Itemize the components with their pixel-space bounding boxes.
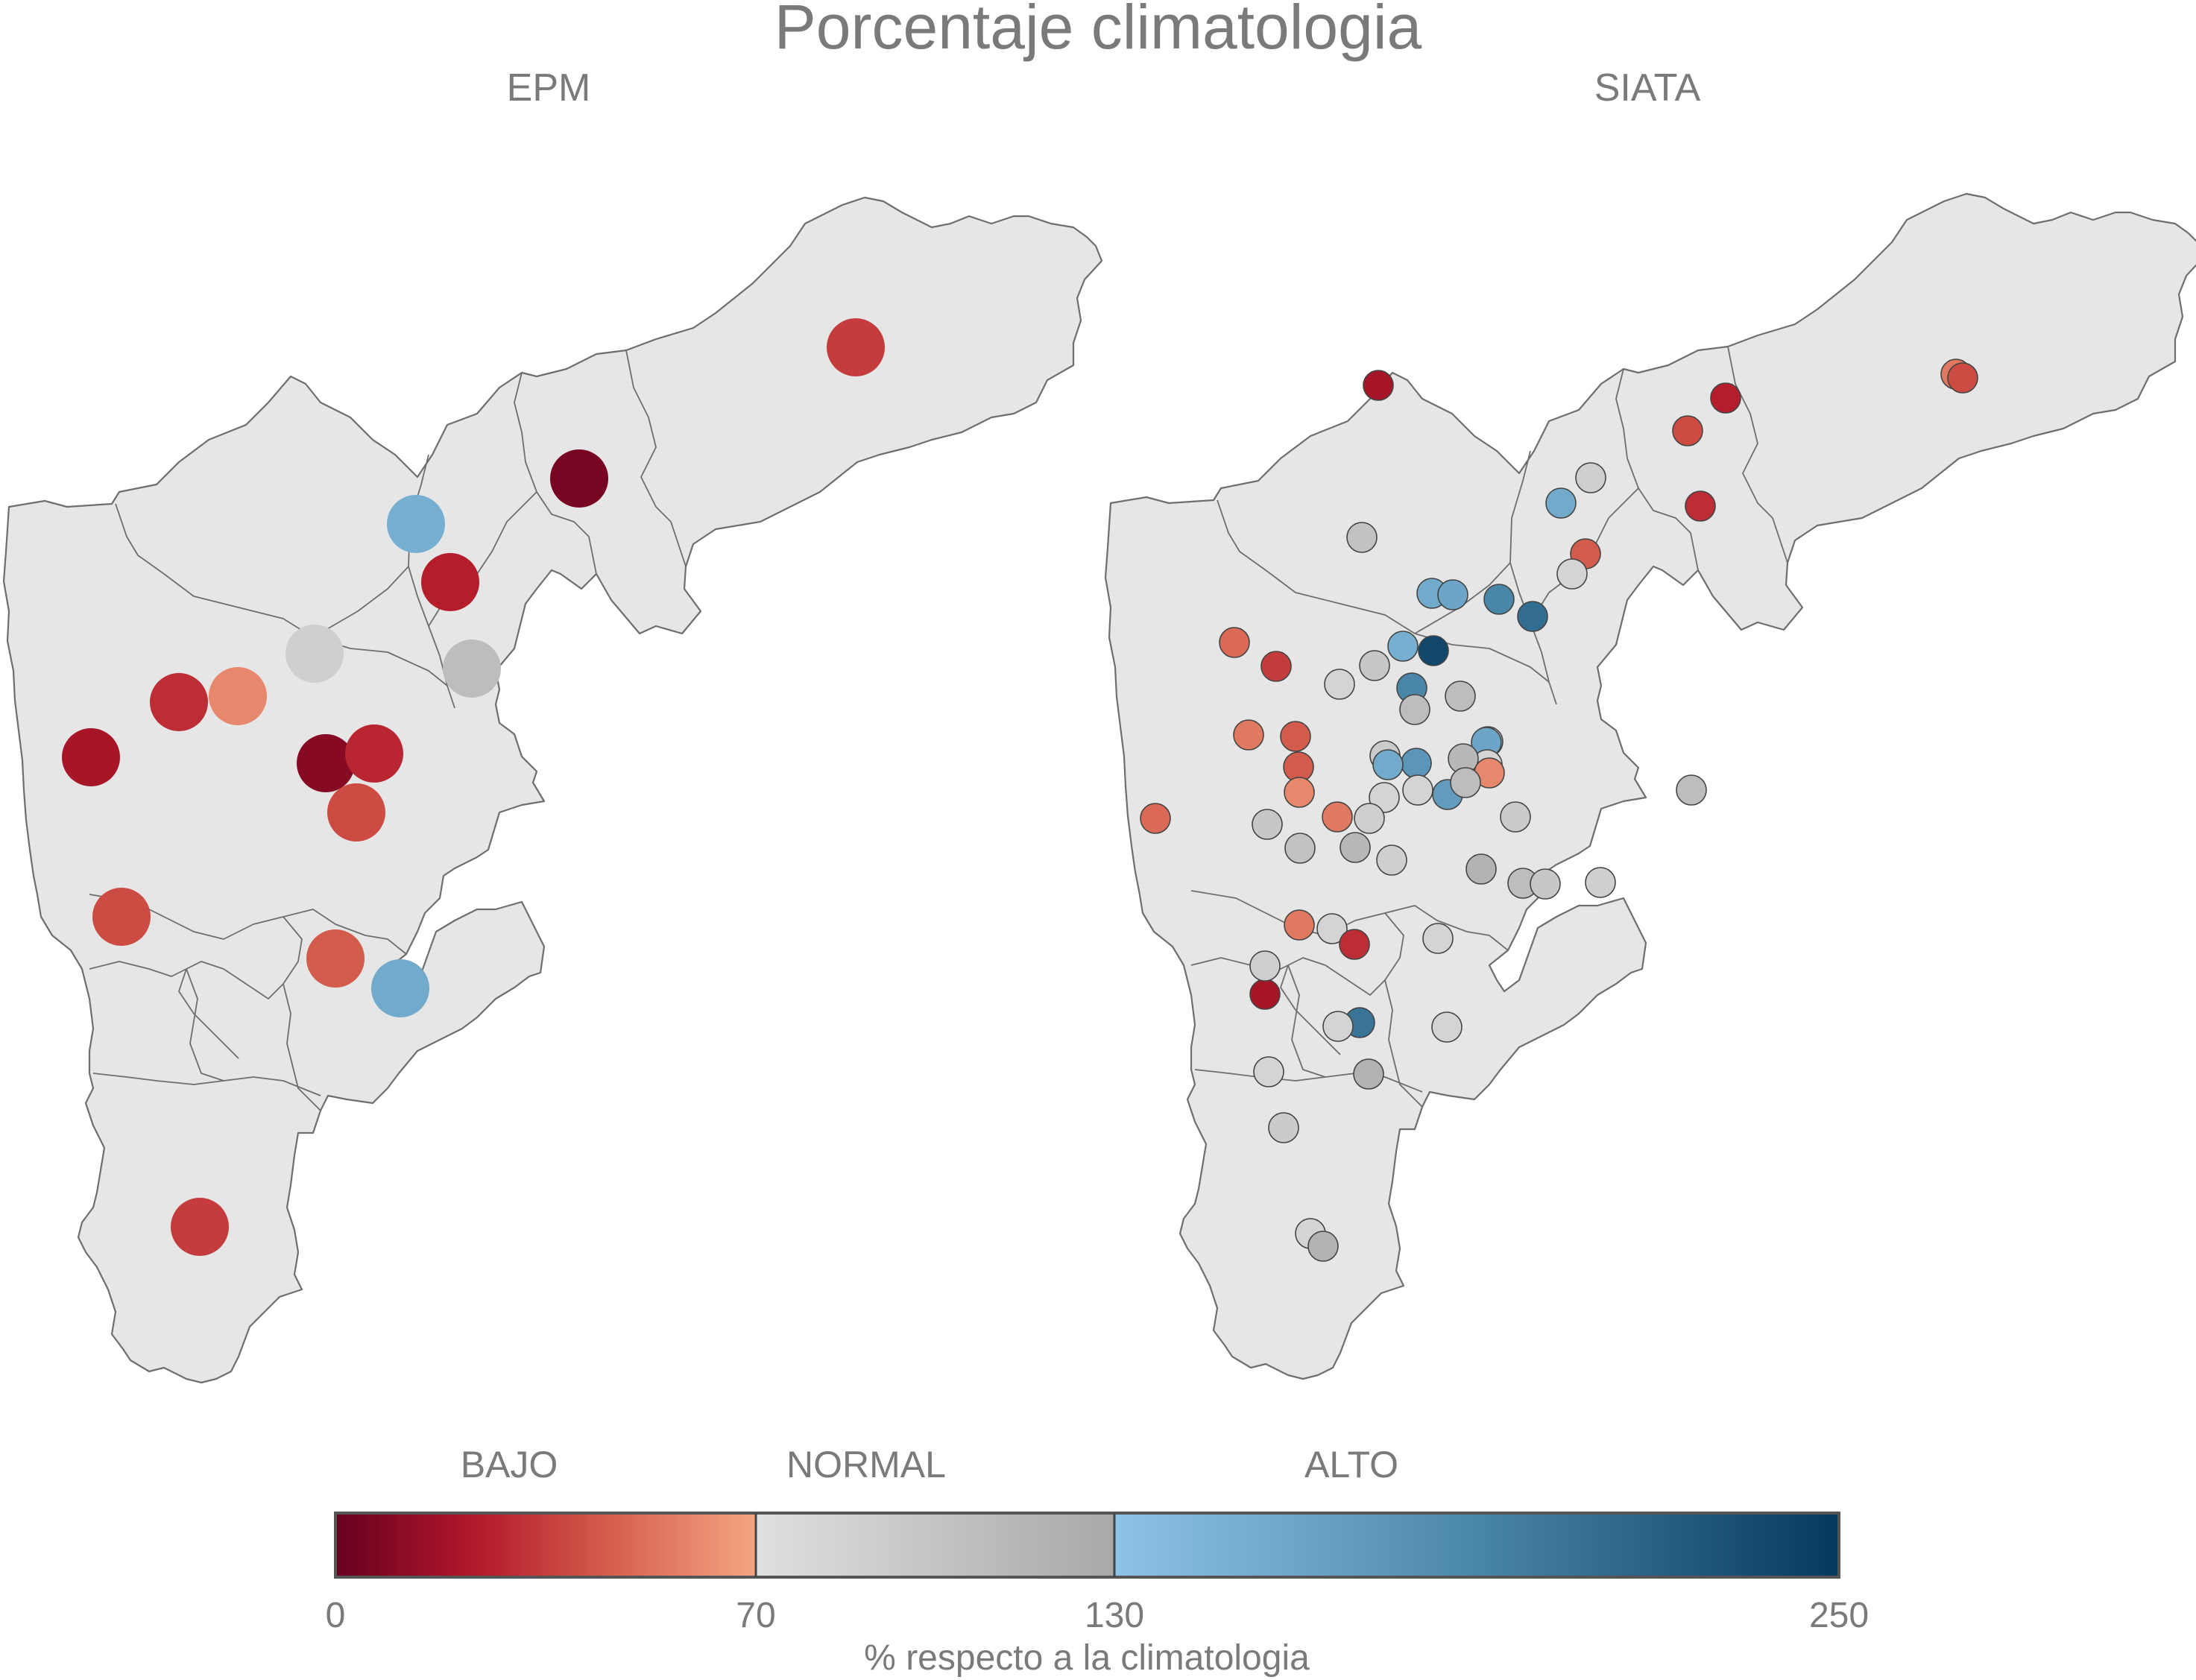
panel-siata: SIATA — [1104, 66, 2196, 1380]
epm-station-marker — [345, 724, 403, 783]
siata-station-marker — [1140, 803, 1171, 834]
siata-station-marker — [1322, 801, 1353, 833]
siata-station-marker — [1575, 462, 1606, 493]
epm-station-marker — [443, 640, 501, 698]
siata-station-marker — [1316, 913, 1348, 944]
colorbar-tick-0: 0 — [326, 1596, 346, 1635]
siata-station-marker — [1483, 584, 1515, 615]
siata-station-marker — [1399, 694, 1430, 725]
siata-station-marker — [1354, 803, 1385, 834]
colorbar-category-normal: NORMAL — [786, 1444, 946, 1485]
siata-station-marker — [1445, 680, 1476, 712]
siata-station-marker — [1363, 370, 1394, 401]
epm-basin-outline — [2, 196, 1103, 1384]
siata-station-marker — [1353, 1058, 1384, 1090]
siata-station-marker — [1672, 415, 1703, 446]
siata-station-marker — [1500, 801, 1531, 833]
epm-station-marker — [209, 667, 267, 725]
siata-station-marker — [1530, 868, 1561, 900]
siata-station-marker — [1422, 923, 1454, 954]
epm-station-marker — [306, 929, 365, 988]
epm-station-marker — [387, 495, 445, 553]
siata-station-marker — [1450, 767, 1481, 798]
epm-station-marker — [327, 783, 385, 841]
siata-station-marker — [1233, 719, 1264, 751]
siata-station-marker — [1947, 362, 1978, 394]
colorbar: BAJO NORMAL ALTO 0 70 130 250 % respecto… — [326, 1444, 1869, 1678]
epm-station-marker — [371, 959, 429, 1017]
siata-station-marker — [1437, 579, 1468, 610]
siata-station-marker — [1340, 832, 1371, 863]
epm-station-marker — [827, 318, 885, 376]
epm-station-marker — [297, 734, 355, 792]
siata-stations — [1140, 359, 1978, 1262]
siata-station-marker — [1284, 777, 1315, 808]
epm-station-marker — [150, 673, 208, 731]
siata-station-marker — [1431, 1011, 1463, 1043]
epm-stations — [62, 318, 885, 1256]
colorbar-tick-250: 250 — [1809, 1596, 1869, 1635]
siata-station-marker — [1280, 721, 1311, 752]
siata-station-marker — [1322, 1011, 1354, 1042]
colorbar-frame — [334, 1512, 1840, 1579]
siata-basin-outline — [1104, 192, 2196, 1380]
epm-station-marker — [550, 449, 608, 508]
siata-station-marker — [1585, 867, 1616, 898]
siata-station-marker — [1249, 979, 1281, 1010]
colorbar-segment-alto — [1114, 1513, 1839, 1577]
siata-station-marker — [1372, 749, 1404, 780]
colorbar-category-alto: ALTO — [1304, 1444, 1398, 1485]
siata-station-marker — [1418, 635, 1449, 666]
colorbar-segment-normal — [756, 1513, 1114, 1577]
siata-station-marker — [1346, 522, 1378, 553]
siata-station-marker — [1252, 809, 1283, 840]
siata-station-marker — [1253, 1056, 1284, 1087]
siata-station-marker — [1359, 650, 1390, 681]
panel-siata-subtitle: SIATA — [1594, 66, 1701, 110]
colorbar-category-bajo: BAJO — [461, 1444, 558, 1485]
siata-station-marker — [1307, 1231, 1339, 1262]
siata-station-marker — [1685, 490, 1716, 522]
map-title: Porcentaje climatologia — [774, 0, 1422, 62]
siata-station-marker — [1387, 631, 1419, 662]
siata-station-marker — [1545, 487, 1577, 519]
panel-epm-subtitle: EPM — [507, 66, 591, 110]
siata-station-marker — [1402, 774, 1433, 806]
siata-station-marker — [1284, 833, 1316, 864]
colorbar-tick-130: 130 — [1085, 1596, 1144, 1635]
panel-epm: EPM — [2, 66, 1103, 1384]
siata-station-marker — [1249, 950, 1281, 982]
colorbar-label: % respecto a la climatologia — [864, 1638, 1310, 1678]
siata-station-marker — [1284, 909, 1315, 941]
colorbar-tick-70: 70 — [736, 1596, 775, 1635]
siata-station-marker — [1261, 651, 1292, 682]
siata-station-marker — [1676, 774, 1707, 806]
colorbar-segment-bajo — [335, 1513, 756, 1577]
epm-station-marker — [285, 625, 344, 683]
siata-station-marker — [1219, 627, 1250, 658]
siata-station-marker — [1710, 382, 1741, 414]
epm-station-marker — [171, 1198, 229, 1256]
siata-station-marker — [1517, 601, 1548, 632]
siata-station-marker — [1324, 669, 1355, 700]
siata-station-marker — [1339, 929, 1370, 960]
siata-station-marker — [1556, 558, 1588, 590]
epm-station-marker — [92, 888, 151, 946]
siata-station-marker — [1465, 853, 1497, 885]
siata-station-marker — [1401, 748, 1432, 779]
siata-station-marker — [1268, 1112, 1299, 1143]
epm-station-marker — [62, 728, 120, 786]
siata-station-marker — [1376, 844, 1407, 876]
epm-station-marker — [421, 553, 479, 611]
